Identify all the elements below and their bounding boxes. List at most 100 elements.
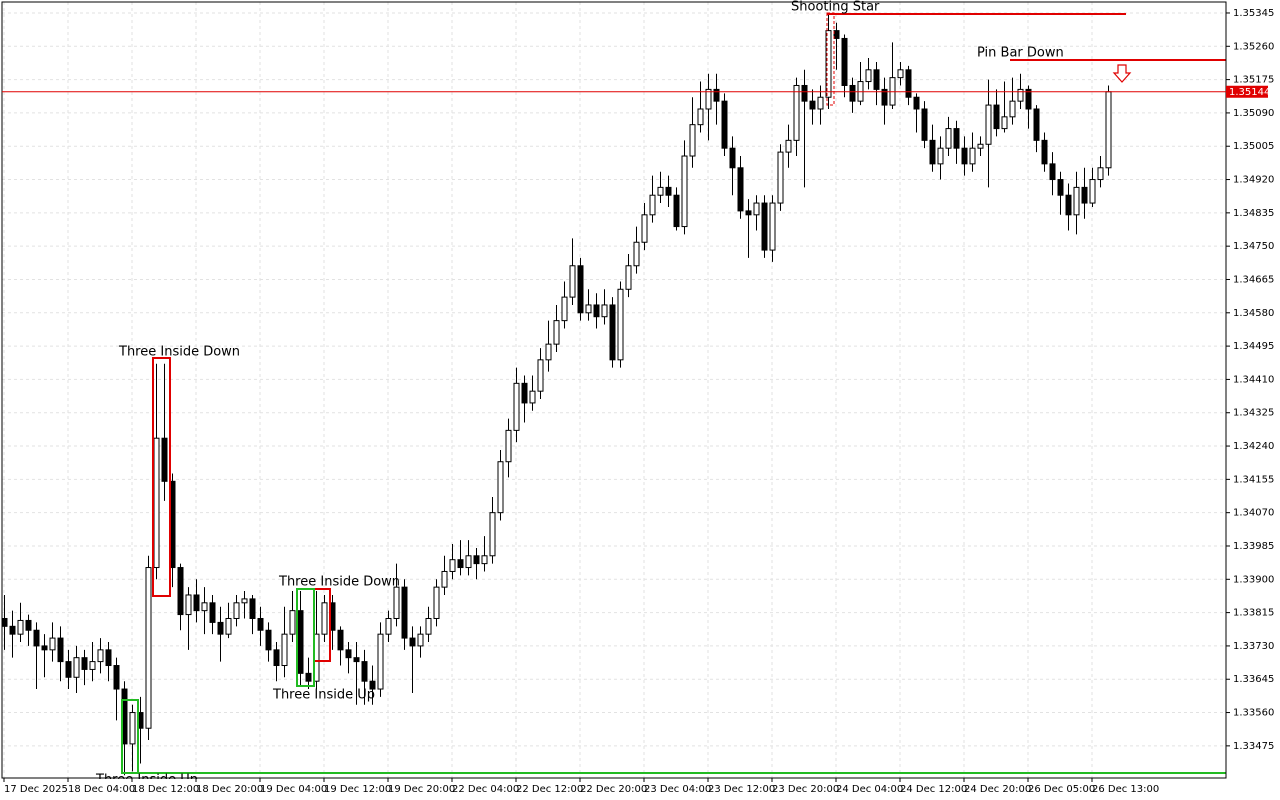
- candle-body: [345, 649, 352, 659]
- candle-body: [689, 124, 696, 157]
- candle-body: [377, 633, 384, 690]
- candle-body: [249, 598, 256, 619]
- x-tick-label: 26 Dec 05:00: [1028, 784, 1095, 795]
- candle-body: [609, 304, 616, 361]
- candle-body: [753, 202, 760, 216]
- candle-body: [985, 104, 992, 145]
- y-tick-label: 1.34665: [1233, 274, 1274, 285]
- candle-body: [201, 602, 208, 612]
- x-tick-label: 18 Dec 20:00: [196, 784, 263, 795]
- y-tick-label: 1.34495: [1233, 341, 1274, 352]
- candle-body: [521, 382, 528, 404]
- pattern-box: [152, 357, 171, 597]
- candle-body: [281, 633, 288, 667]
- candle-body: [449, 559, 456, 572]
- y-tick-label: 1.34410: [1233, 374, 1274, 385]
- y-tick-label: 1.34750: [1233, 241, 1274, 252]
- signal-arrow: [1112, 64, 1132, 83]
- candle-body: [897, 69, 904, 79]
- candle-body: [905, 69, 912, 98]
- x-tick-label: 26 Dec 13:00: [1092, 784, 1159, 795]
- x-tick-label: 22 Dec 04:00: [452, 784, 519, 795]
- candle-body: [673, 194, 680, 228]
- candle-body: [657, 186, 664, 196]
- y-tick-label: 1.34240: [1233, 441, 1274, 452]
- candle-body: [761, 202, 768, 251]
- candle-body: [65, 661, 72, 678]
- candle-body: [209, 602, 216, 623]
- candle-body: [233, 602, 240, 619]
- candle-body: [17, 619, 24, 635]
- candle-body: [289, 610, 296, 635]
- candle-body: [745, 210, 752, 216]
- candle-body: [161, 437, 168, 482]
- y-tick-label: 1.34155: [1233, 474, 1274, 485]
- candle-body: [537, 359, 544, 392]
- candle-body: [777, 151, 784, 204]
- y-tick-label: 1.34070: [1233, 508, 1274, 519]
- candle-body: [649, 194, 656, 216]
- candle-body: [809, 100, 816, 110]
- candle-body: [569, 265, 576, 298]
- y-tick-label: 1.34920: [1233, 175, 1274, 186]
- candle-body: [545, 343, 552, 361]
- candle-body: [49, 637, 56, 651]
- candle-body: [801, 84, 808, 102]
- candle-body: [817, 96, 824, 110]
- pattern-label: Three Inside Down: [278, 575, 400, 590]
- plot-frame: [1, 1, 1227, 779]
- candle-body: [457, 559, 464, 569]
- x-tick-label: 17 Dec 2025: [4, 784, 68, 795]
- candle-body: [825, 30, 832, 98]
- y-tick-label: 1.34835: [1233, 208, 1274, 219]
- candle-body: [105, 649, 112, 667]
- candle-body: [225, 617, 232, 635]
- candle-body: [305, 672, 312, 682]
- y-tick-label: 1.33900: [1233, 574, 1274, 585]
- candle-body: [113, 665, 120, 690]
- candle-body: [929, 139, 936, 165]
- candle-body: [913, 96, 920, 110]
- candle-body: [881, 88, 888, 106]
- x-tick-label: 19 Dec 12:00: [324, 784, 391, 795]
- candle-body: [1081, 186, 1088, 204]
- y-tick-label: 1.33730: [1233, 641, 1274, 652]
- y-tick-label: 1.33815: [1233, 608, 1274, 619]
- candle-body: [617, 288, 624, 361]
- candle-body: [585, 304, 592, 314]
- candle-body: [129, 712, 136, 745]
- candle-body: [25, 619, 32, 631]
- candle-body: [737, 167, 744, 212]
- candle-body: [625, 265, 632, 290]
- x-axis-band: [0, 779, 1280, 800]
- candle-body: [489, 512, 496, 557]
- candle-body: [185, 594, 192, 616]
- pattern-label: Shooting Star: [791, 0, 880, 15]
- candles: [1, 12, 1112, 776]
- candle-body: [217, 621, 224, 635]
- candle-body: [1025, 88, 1032, 110]
- candle-body: [273, 649, 280, 667]
- y-tick-label: 1.35260: [1233, 41, 1274, 52]
- candle-body: [849, 84, 856, 102]
- candle-body: [1033, 108, 1040, 141]
- y-tick-label: 1.34580: [1233, 308, 1274, 319]
- candle-body: [89, 661, 96, 670]
- candle-body: [841, 37, 848, 86]
- candle-body: [337, 629, 344, 651]
- candle-body: [177, 567, 184, 616]
- candle-body: [953, 128, 960, 149]
- candle-body: [433, 586, 440, 619]
- candle-body: [681, 155, 688, 228]
- x-tick-label: 18 Dec 04:00: [68, 784, 135, 795]
- candle-body: [961, 147, 968, 165]
- candle-body: [1, 617, 8, 627]
- candle-body: [505, 429, 512, 463]
- candle-body: [697, 108, 704, 126]
- candle-body: [393, 586, 400, 619]
- candle-body: [977, 143, 984, 149]
- candle-body: [1049, 163, 1056, 181]
- candle-body: [497, 461, 504, 514]
